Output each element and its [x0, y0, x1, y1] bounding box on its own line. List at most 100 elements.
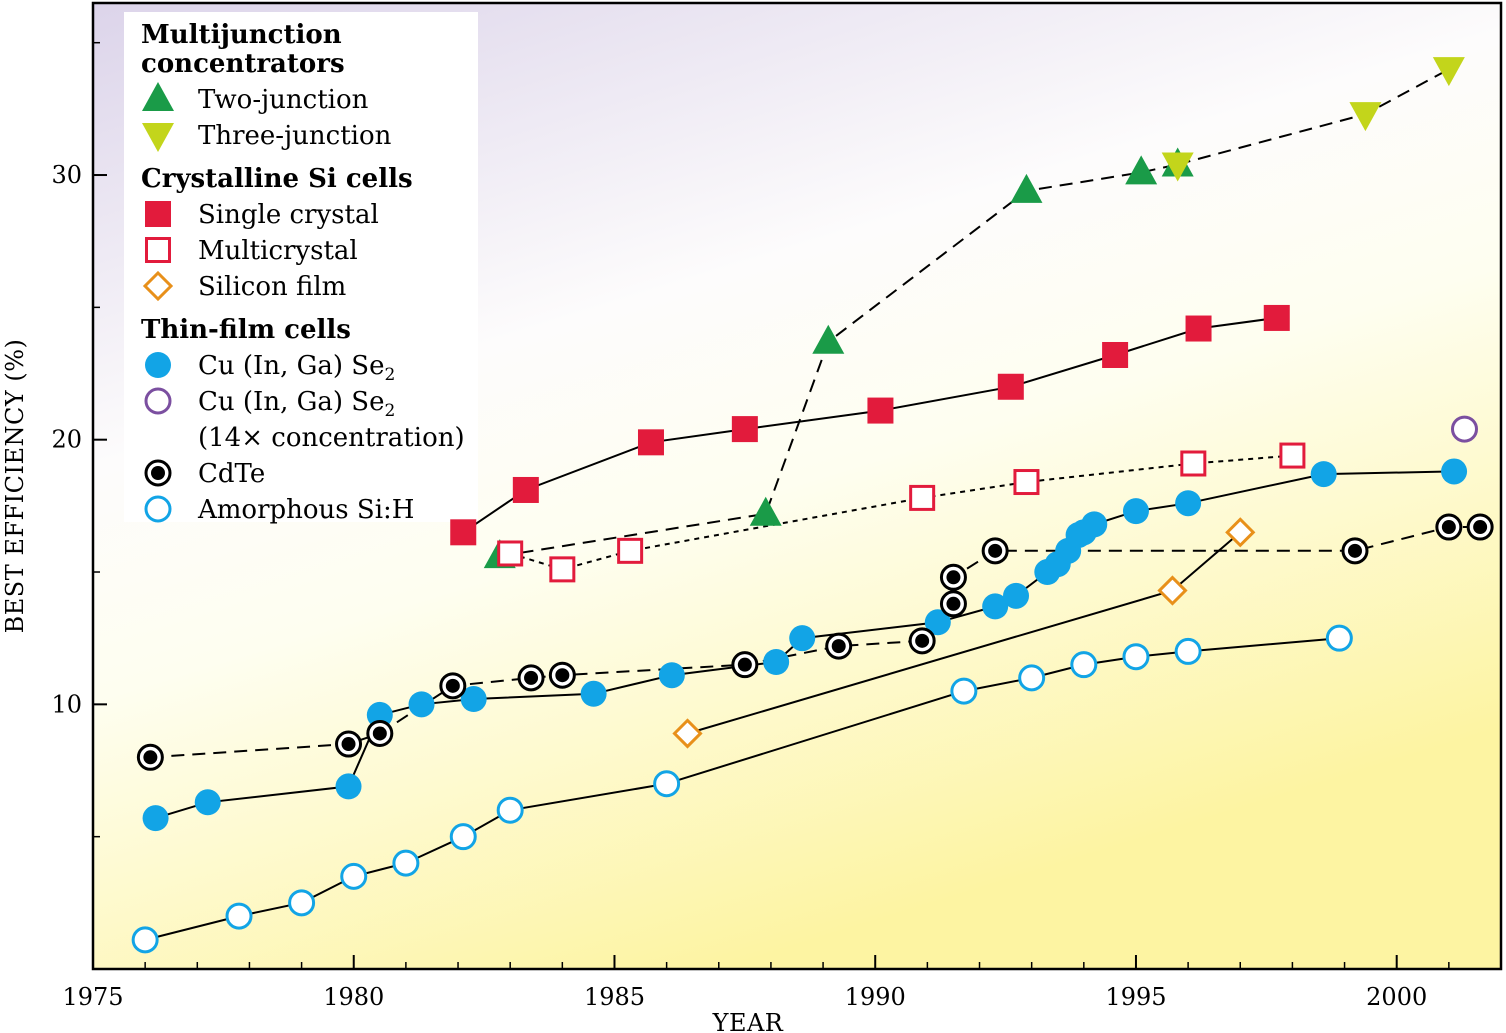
cu-in-ga-se2-point-1-shape	[194, 789, 221, 816]
cdte-point-10	[939, 563, 967, 591]
silicon-film-point-1-shape	[1157, 575, 1188, 606]
y-tick-label-20: 20	[51, 426, 82, 454]
legend-heading-1-0: Crystalline Si cells	[141, 164, 413, 194]
legend-three-junction-0-1-marker-shape	[142, 123, 174, 152]
amorphous-si-h-point-3	[340, 862, 368, 890]
amorphous-si-h-point-4	[392, 849, 420, 877]
multicrystal-point-6-shape	[1279, 442, 1306, 469]
cdte-point-11-center	[988, 543, 1003, 558]
cdte-point-13-center	[1441, 520, 1456, 535]
x-axis: 1975 1980 1985 1990 1995 2000	[62, 955, 1450, 1011]
cdte-point-3-center	[445, 678, 460, 693]
single-crystal-point-3	[731, 416, 758, 443]
x-tick-label-1975: 1975	[62, 983, 123, 1011]
silicon-film-point-0-shape	[672, 718, 703, 749]
multicrystal-point-5-shape	[1180, 450, 1207, 477]
single-crystal-point-5-shape	[997, 373, 1024, 400]
amorphous-si-h-point-11	[1122, 643, 1150, 671]
cdte-point-3	[439, 672, 467, 700]
cu-in-ga-se2-point-1	[194, 789, 221, 816]
two-junction-point-4-shape	[1125, 155, 1158, 185]
amorphous-si-h-point-2	[288, 889, 316, 917]
cu-in-ga-se2-point-6	[580, 680, 607, 707]
cdte-point-4	[517, 664, 545, 692]
single-crystal-point-2-shape	[637, 429, 664, 456]
amorphous-si-h-point-6-shape	[496, 796, 524, 824]
x-tick-label-1995: 1995	[1105, 983, 1166, 1011]
cu-in-ga-se2-14-concentration-point-0-shape	[1450, 415, 1478, 443]
cu-in-ga-se2-point-9-shape	[789, 625, 816, 652]
x-tick-label-1980: 1980	[323, 983, 384, 1011]
legend-amorphous-si-h-2-3-marker	[144, 495, 172, 523]
legend-silicon-film-1-2-label: Silicon film	[198, 272, 346, 302]
cu-in-ga-se2-point-2	[335, 773, 362, 800]
single-crystal-point-6-shape	[1102, 341, 1129, 368]
single-crystal-point-0-shape	[450, 519, 477, 546]
legend-heading-2-0: Thin-film cells	[141, 315, 351, 345]
cu-in-ga-se2-point-8	[763, 648, 790, 675]
three-junction-point-0	[1161, 152, 1194, 182]
legend-multicrystal-1-1-label: Multicrystal	[198, 236, 358, 266]
single-crystal-point-8-shape	[1263, 304, 1290, 331]
legend-single-crystal-1-0-marker-shape	[145, 201, 171, 227]
legend-two-junction-0-0-label: Two-junction	[198, 85, 369, 115]
amorphous-si-h-point-10-shape	[1070, 651, 1098, 679]
cu-in-ga-se2-point-10	[924, 609, 951, 636]
legend-heading-0-0: Multijunction	[141, 20, 342, 50]
cu-in-ga-se2-point-9	[789, 625, 816, 652]
single-crystal-point-5	[997, 373, 1024, 400]
single-crystal-point-7	[1185, 315, 1212, 342]
cdte-point-1	[335, 730, 363, 758]
two-junction-point-1-shape	[749, 496, 782, 526]
legend-two-junction-0-0-marker	[142, 82, 174, 111]
cdte-point-0-center	[143, 750, 158, 765]
silicon-film-point-2	[1225, 517, 1256, 548]
cu-in-ga-se2-point-4	[408, 691, 435, 718]
legend-background	[124, 12, 478, 522]
cdte-point-0	[136, 743, 164, 771]
cu-in-ga-se2-point-10-shape	[924, 609, 951, 636]
silicon-film-point-2-shape	[1225, 517, 1256, 548]
legend-multicrystal-1-1-marker-shape	[145, 237, 171, 263]
amorphous-si-h-point-0-shape	[131, 926, 159, 954]
three-junction-point-1-shape	[1349, 102, 1382, 132]
single-crystal-point-1	[512, 476, 539, 503]
cdte-point-4-center	[524, 670, 539, 685]
cdte-point-12	[1341, 537, 1369, 565]
legend-cdte-2-2-marker	[144, 459, 172, 487]
legend-amorphous-si-h-2-3-marker-shape	[144, 495, 172, 523]
cdte-point-11	[981, 537, 1009, 565]
multicrystal-point-6	[1279, 442, 1306, 469]
cdte-point-7	[825, 632, 853, 660]
legend-two-junction-0-0-marker-shape	[142, 82, 174, 111]
y-axis: 10 20 30	[51, 41, 107, 838]
single-crystal-point-4	[867, 397, 894, 424]
amorphous-si-h-point-12	[1174, 637, 1202, 665]
three-junction-point-2-shape	[1432, 57, 1465, 87]
two-junction-point-3	[1010, 173, 1043, 203]
amorphous-si-h-point-6	[496, 796, 524, 824]
single-crystal-point-3-shape	[731, 416, 758, 443]
multicrystal-point-5	[1180, 450, 1207, 477]
single-crystal-point-6	[1102, 341, 1129, 368]
legend-single-crystal-1-0-marker	[145, 201, 171, 227]
cu-in-ga-se2-point-0-shape	[142, 805, 169, 832]
cdte-point-10-center	[946, 570, 961, 585]
legend-multicrystal-1-1-marker	[145, 237, 171, 263]
legend-single-crystal-1-0-label: Single crystal	[198, 200, 379, 230]
silicon-film-point-0	[672, 718, 703, 749]
cdte-point-14	[1466, 513, 1494, 541]
cu-in-ga-se2-point-3	[366, 701, 393, 728]
two-junction-point-2	[812, 324, 845, 354]
single-crystal-point-8	[1263, 304, 1290, 331]
cu-in-ga-se2-point-8-shape	[763, 648, 790, 675]
cu-in-ga-se2-point-11-shape	[982, 593, 1009, 620]
legend-cu-in-ga-se-2-0-marker-shape	[145, 352, 171, 378]
legend-cu-in-ga-se-14-concentration-2-1-marker-shape	[144, 387, 172, 415]
y-tick-label-30: 30	[51, 161, 82, 189]
amorphous-si-h-point-8-shape	[950, 677, 978, 705]
cu-in-ga-se2-point-21	[1310, 461, 1337, 488]
cu-in-ga-se2-point-12	[1003, 582, 1030, 609]
